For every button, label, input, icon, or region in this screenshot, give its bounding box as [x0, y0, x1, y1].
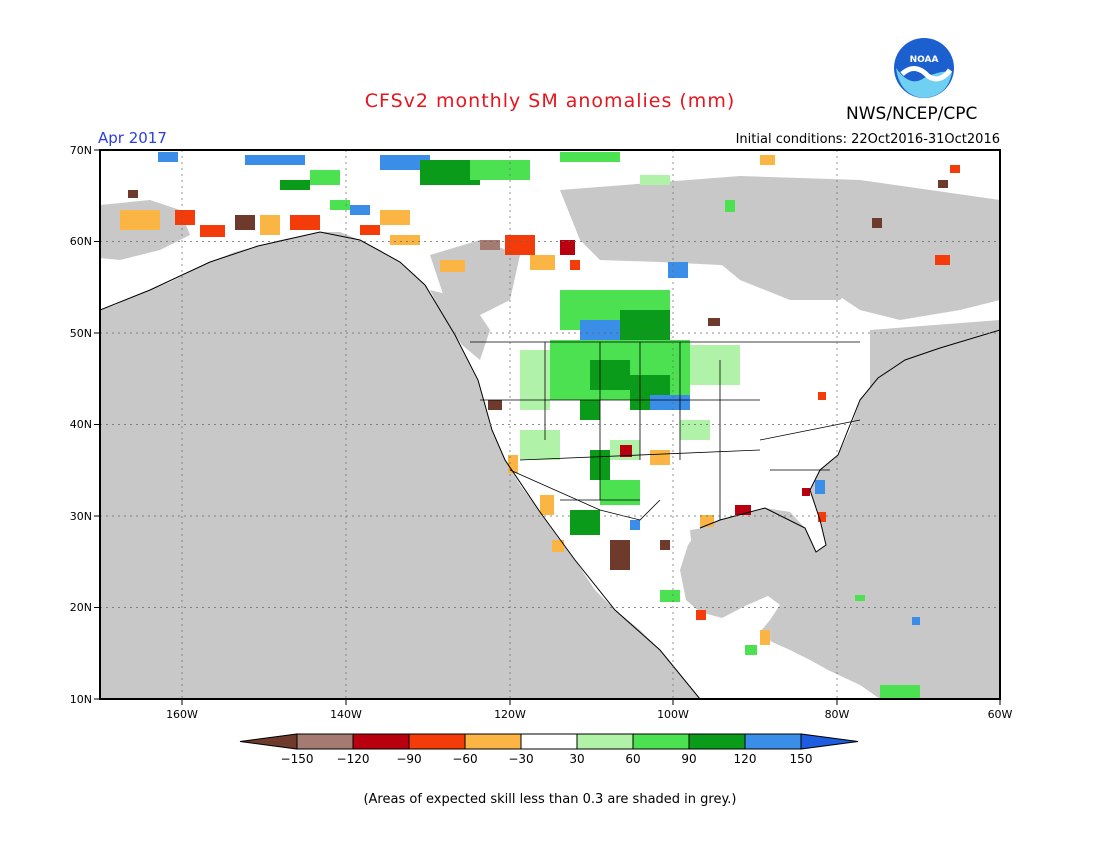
legend-swatch [576, 733, 634, 750]
noaa-logo-text: NOAA [910, 55, 939, 65]
legend-swatch [408, 733, 466, 750]
legend-tick-label: 90 [681, 752, 696, 766]
legend-tick-label: −120 [337, 752, 370, 766]
legend-swatch [688, 733, 746, 750]
skill-footnote: (Areas of expected skill less than 0.3 a… [363, 792, 737, 807]
map-title: CFSv2 monthly SM anomalies (mm) [364, 90, 736, 112]
legend-swatch [520, 733, 578, 750]
noaa-logo: NOAA [894, 38, 954, 98]
lat-label: 30N [70, 510, 92, 523]
low-skill-west-coast [430, 290, 490, 360]
initial-conditions: Initial conditions: 22Oct2016-31Oct2016 [735, 132, 1000, 147]
lon-labels: 160W 140W 120W 100W 80W 60W [166, 708, 1012, 721]
boundaries [470, 341, 861, 521]
lon-label: 140W [330, 708, 362, 721]
legend-tick-label: −60 [452, 752, 477, 766]
lat-label: 60N [70, 235, 92, 248]
legend-arrow-low [239, 733, 298, 750]
low-skill-east-canada [870, 320, 1000, 440]
agency-label: NWS/NCEP/CPC [846, 104, 978, 124]
lon-label: 80W [825, 708, 850, 721]
lat-label: 40N [70, 418, 92, 431]
legend-arrow-high [800, 733, 859, 750]
lat-label: 70N [70, 144, 92, 157]
legend-tick-label: 30 [569, 752, 584, 766]
lat-label: 20N [70, 601, 92, 614]
low-skill-gulf [690, 520, 805, 600]
lon-label: 100W [657, 708, 689, 721]
legend-swatch [744, 733, 802, 750]
low-skill-hudson [700, 210, 870, 300]
coastline [100, 231, 701, 699]
color-legend: −150 −120 −90 −60 −30 30 60 90 120 150 [239, 733, 859, 766]
lat-label: 10N [70, 693, 92, 706]
legend-tick-label: 150 [790, 752, 813, 766]
legend-tick-label: 60 [625, 752, 640, 766]
legend-tick-label: −150 [281, 752, 314, 766]
graticule [100, 150, 1000, 699]
lon-label: 60W [988, 708, 1013, 721]
lon-label: 160W [166, 708, 198, 721]
lat-labels: 70N 60N 50N 40N 30N 20N 10N [70, 144, 92, 706]
lat-label: 50N [70, 327, 92, 340]
legend-swatch [632, 733, 690, 750]
legend-swatch [296, 733, 354, 750]
legend-swatch [464, 733, 522, 750]
legend-tick-label: −30 [508, 752, 533, 766]
anomaly-cells [120, 152, 960, 699]
lon-label: 120W [494, 708, 526, 721]
legend-swatch [352, 733, 410, 750]
valid-month: Apr 2017 [98, 129, 167, 147]
legend-tick-label: −90 [396, 752, 421, 766]
legend-tick-label: 120 [734, 752, 757, 766]
